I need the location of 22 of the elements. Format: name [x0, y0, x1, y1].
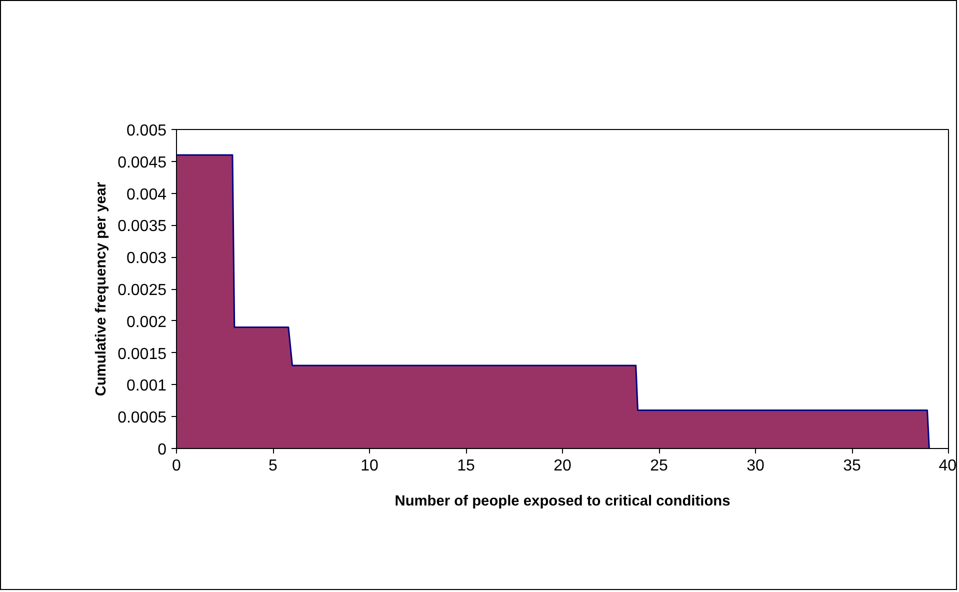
- x-tick-label: 35: [843, 458, 861, 474]
- x-tick-label: 25: [650, 458, 668, 474]
- y-tick-label: 0.001: [126, 378, 167, 395]
- y-axis-title: Cumulative frequency per year: [94, 182, 110, 396]
- y-tick-label: 0.0035: [118, 218, 167, 236]
- y-tick-label: 0.002: [126, 314, 167, 331]
- y-tick-label: 0.0025: [118, 282, 167, 299]
- y-tick-label: 0.0045: [118, 154, 167, 172]
- y-tick-label: 0.004: [126, 186, 167, 204]
- x-tick-label: 10: [360, 458, 378, 474]
- y-tick-label: 0.005: [126, 122, 167, 140]
- x-tick-label: 0: [172, 458, 182, 474]
- x-tick-label: 15: [457, 458, 475, 474]
- y-tick-label: 0.003: [126, 250, 167, 268]
- x-tick-label: 20: [554, 458, 572, 474]
- y-tick-label: 0.0005: [118, 410, 167, 427]
- y-tick-label: 0: [158, 442, 167, 458]
- x-tick-label: 5: [268, 458, 278, 474]
- x-axis-title: Number of people exposed to critical conditions: [394, 494, 730, 510]
- x-tick-label: 30: [746, 458, 764, 474]
- y-tick-label: 0.0015: [118, 346, 167, 363]
- x-tick-label: 40: [938, 458, 957, 474]
